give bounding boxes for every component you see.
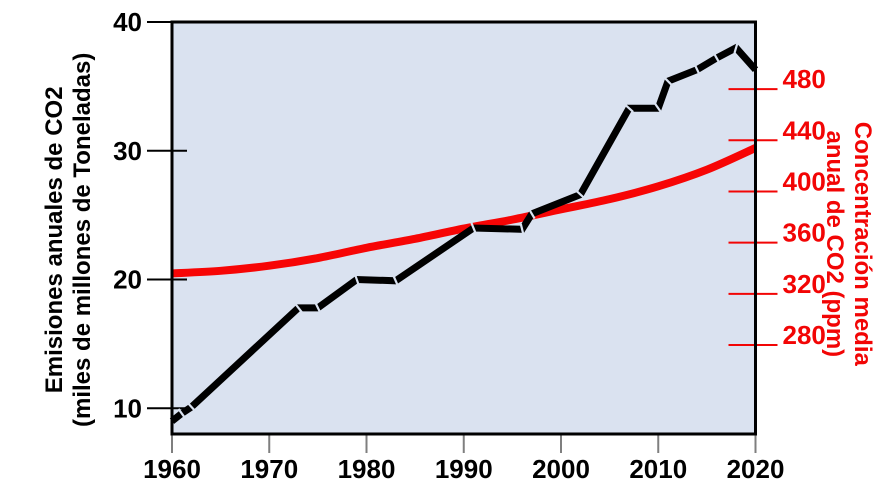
plot-border (170, 20, 757, 436)
concentration-line (171, 144, 758, 278)
line-segment-notch (177, 408, 186, 419)
x-axis-tick-label: 1970 (240, 454, 298, 484)
line-segment-notch (314, 302, 322, 314)
line-segment-notch (624, 103, 634, 113)
line-segment-notch (693, 64, 701, 76)
left-axis-tick-label: 40 (113, 7, 142, 37)
x-axis-tick-label: 2000 (532, 454, 590, 484)
x-axis-tick-label: 1960 (143, 454, 201, 484)
right-axis-tick-label: 360 (783, 218, 826, 248)
x-axis-tick-label: 2010 (629, 454, 687, 484)
line-segment-notch (575, 189, 586, 200)
right-axis-tick-label: 280 (783, 320, 826, 350)
line-segment-notch (654, 103, 663, 114)
line-segment-notch (528, 208, 536, 220)
x-axis-tick-label: 2020 (727, 454, 785, 484)
left-axis-tick-label: 20 (113, 265, 142, 295)
x-axis-tick-label: 1980 (338, 454, 396, 484)
line-segment-notch (353, 273, 360, 286)
line-segment-notch (519, 223, 525, 235)
line-segment-notch (294, 302, 303, 313)
right-axis-tick-label: 480 (783, 64, 826, 94)
right-axis-tick-label: 440 (783, 115, 826, 145)
emissions-line (169, 43, 759, 424)
left-axis-tick-label: 30 (113, 136, 142, 166)
right-axis-tick-label: 320 (783, 269, 826, 299)
line-segment-notch (470, 222, 477, 234)
line-segment-notch (663, 76, 673, 86)
left-axis-tick-label: 10 (113, 393, 142, 423)
line-segment-notch (186, 402, 196, 412)
right-axis-tick-label: 400 (783, 166, 826, 196)
x-axis-tick-label: 1990 (435, 454, 493, 484)
line-segment-notch (712, 52, 721, 64)
line-segment-notch (392, 275, 399, 287)
line-segment-notch (733, 42, 739, 54)
